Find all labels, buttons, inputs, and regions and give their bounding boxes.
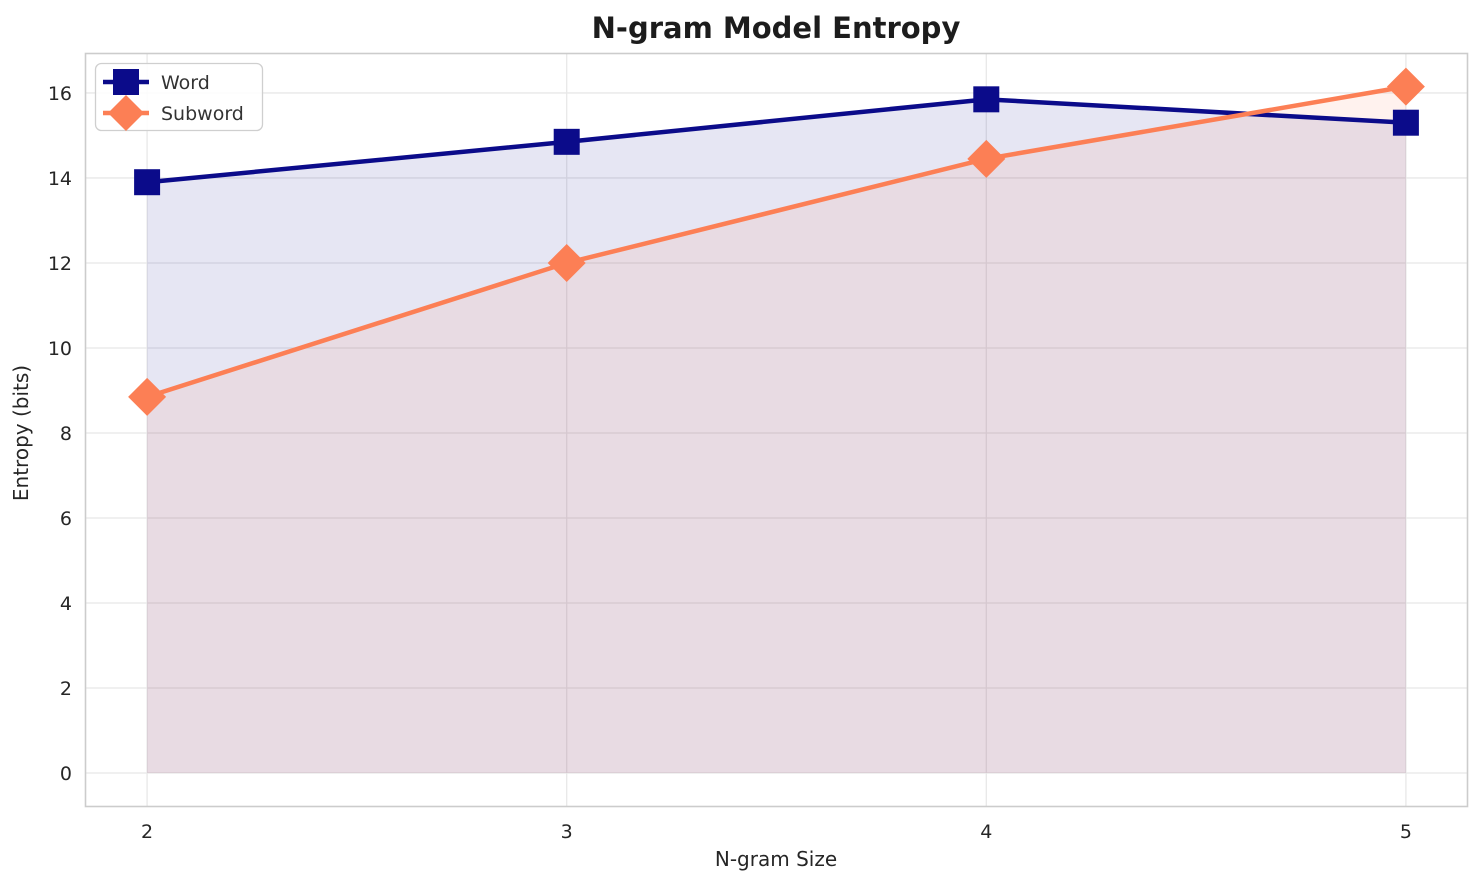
subword-data-point-diamond-marker bbox=[967, 139, 1006, 178]
word-legend-square-marker-icon bbox=[113, 69, 139, 95]
word-series-line bbox=[146, 97, 1407, 185]
y-tick-label: 16 bbox=[48, 83, 72, 105]
subword-data-point-diamond-marker bbox=[1386, 67, 1425, 106]
x-axis-label: N-gram Size bbox=[715, 847, 837, 871]
y-tick-label: 0 bbox=[60, 763, 72, 785]
legend-item-word: Word bbox=[103, 69, 210, 95]
y-tick-label: 8 bbox=[60, 423, 72, 445]
y-tick-label: 6 bbox=[60, 508, 72, 530]
legend-item-subword: Subword bbox=[103, 95, 244, 131]
y-tick-label: 12 bbox=[48, 253, 72, 275]
subword-legend-diamond-marker-icon bbox=[108, 95, 144, 131]
y-tick-label: 2 bbox=[60, 678, 72, 700]
subword-data-point-diamond-marker bbox=[128, 377, 167, 416]
plot-frame bbox=[84, 52, 1469, 808]
chart-title: N-gram Model Entropy bbox=[592, 11, 961, 45]
subword-legend-label: Subword bbox=[161, 103, 244, 125]
word-data-point-square-marker bbox=[1392, 109, 1419, 136]
x-tick-label: 3 bbox=[561, 821, 573, 843]
subword-data-point-diamond-marker bbox=[547, 243, 586, 282]
word-data-point-square-marker bbox=[134, 169, 161, 196]
word-area-fill bbox=[147, 99, 1406, 773]
word-data-point-square-marker bbox=[973, 86, 1000, 113]
y-tick-label: 4 bbox=[60, 593, 72, 615]
x-tick-label: 5 bbox=[1400, 821, 1412, 843]
subword-area-fill bbox=[147, 86, 1406, 773]
x-tick-label: 4 bbox=[980, 821, 992, 843]
word-legend-label: Word bbox=[161, 72, 210, 94]
y-axis-label: Entropy (bits) bbox=[9, 365, 33, 501]
area-fill-layer bbox=[147, 86, 1406, 773]
word-data-point-square-marker bbox=[553, 128, 580, 155]
grid-layer bbox=[85, 53, 1468, 807]
series-layer bbox=[128, 67, 1425, 416]
legend: Word Subword bbox=[94, 62, 264, 132]
subword-series-line bbox=[146, 84, 1407, 399]
y-tick-label: 10 bbox=[48, 338, 72, 360]
tick-label-layer: 0 2 4 6 8 10 12 14 16 2 3 4 5 bbox=[48, 83, 1412, 843]
x-tick-label: 2 bbox=[141, 821, 153, 843]
y-tick-label: 14 bbox=[48, 168, 72, 190]
axes-spines bbox=[84, 52, 1469, 808]
